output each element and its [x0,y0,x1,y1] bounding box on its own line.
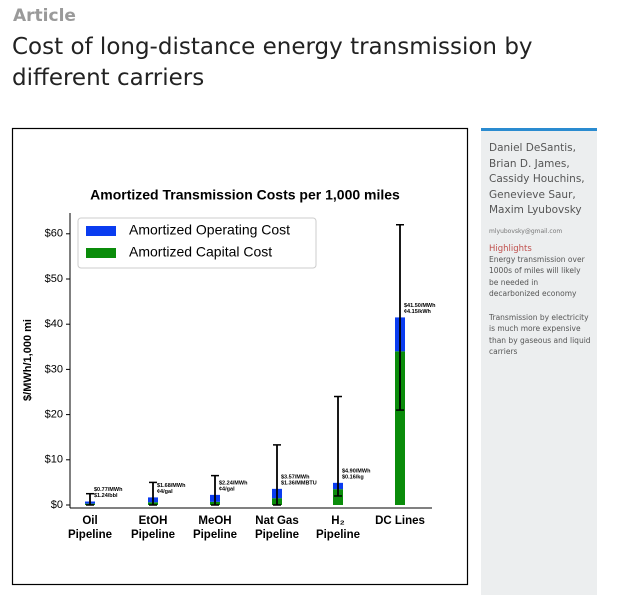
bar-annotation: $0.16/kg [342,474,364,480]
bar-annotation: ¢4/gal [157,489,173,495]
highlights-heading: Highlights [489,243,532,254]
y-tick-label: $10 [45,454,63,466]
x-tick-label: Pipeline [255,529,299,541]
y-tick-label: $60 [45,228,63,240]
y-tick-label: $20 [45,409,63,421]
author: Brian D. James, [489,157,570,170]
x-tick-label: Pipeline [131,529,175,541]
y-tick-label: $30 [45,363,63,375]
highlight: Energy transmission over 1000s of miles … [489,254,585,299]
sidebar: Daniel DeSantis, Brian D. James, Cassidy H… [481,128,597,595]
legend-box [77,217,317,269]
chart: Amortized Transmission Costs per 1,000 m… [11,127,469,586]
kicker: Article [13,6,76,26]
x-tick-label: Pipeline [193,529,237,541]
bar-segment [333,489,343,505]
x-tick-label: EtOH [139,515,168,527]
author: Maxim Lyubovsky [489,204,582,216]
legend-swatch [86,226,116,236]
chart-title: Amortized Transmission Costs per 1,000 m… [90,187,400,203]
x-tick-label: Pipeline [68,529,112,541]
x-tick-label: H₂ [331,515,344,527]
x-tick-label: Oil [82,515,97,527]
bar-annotation: $1.24/bbl [94,493,118,499]
y-tick-label: $0 [51,499,63,511]
authors: Daniel DeSantis, Brian D. James, Cassidy H… [489,141,591,219]
bar-segment [395,351,405,505]
x-tick-label: MeOH [198,515,231,527]
x-tick-label: Pipeline [316,529,360,541]
bar-annotation: ¢4.15/kWh [404,309,432,315]
highlight: Transmission by electricity is much more… [489,312,591,357]
y-tick-label: $40 [45,318,63,330]
x-tick-label: Nat Gas [255,515,298,527]
bar-annotation: $2.24/MWh [219,480,248,486]
x-tick-label: DC Lines [375,515,425,527]
bar-annotation: $4.90/MWh [342,468,371,474]
legend-label: Amortized Operating Cost [129,222,290,238]
bar-annotation: $0.77/MWh [94,487,123,493]
y-axis-label: $/MWh/1,000 mi [22,319,34,401]
bar-annotation: $41.50/MWh [404,303,436,309]
author: Daniel DeSantis, [489,142,576,154]
y-tick-label: $50 [45,273,63,285]
bar-annotation: $1.36/MMBTU [281,480,317,486]
bar-annotation: $3.57/MWh [281,474,310,480]
bar-annotation: $1.68/MWh [157,483,186,489]
author: Genevieve Saur, [489,188,576,201]
legend-swatch [86,248,116,258]
article-title: Cost of long-distance energy transmissio… [12,34,533,91]
legend-label: Amortized Capital Cost [129,244,272,260]
bar-annotation: ¢4/gal [219,486,235,492]
email: mlyubovsky@gmail.com [489,227,563,235]
author: Cassidy Houchins, [489,173,585,185]
highlights: Energy transmission over 1000s of miles … [489,254,591,358]
